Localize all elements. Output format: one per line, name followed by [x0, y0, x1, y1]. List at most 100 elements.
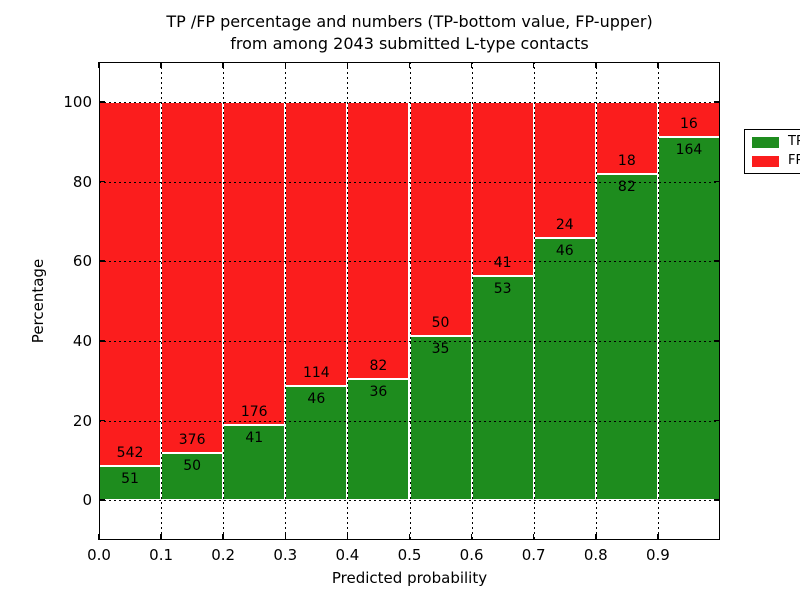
y-tick-mark-left — [99, 340, 105, 342]
x-tick-mark-bottom — [284, 534, 287, 540]
x-tick-mark-top — [470, 62, 473, 68]
y-tick-mark-right — [714, 419, 720, 422]
bar-value-label-fp: 82 — [369, 357, 388, 374]
bar-value-label-fp: 114 — [302, 364, 330, 381]
legend-label-tp: TP — [788, 134, 800, 149]
bar-segment-tp — [409, 336, 472, 501]
legend: TP FP — [744, 129, 800, 174]
x-tick-mark-bottom — [470, 534, 473, 540]
bar-value-label-fp: 18 — [617, 152, 636, 169]
grid-line-vertical — [285, 62, 287, 540]
x-tick-label: 0.5 — [397, 546, 422, 564]
y-tick-mark-right — [714, 340, 720, 342]
bar-segment-fp — [347, 101, 410, 379]
x-tick-mark-bottom — [98, 534, 100, 540]
bar-segment-fp — [285, 101, 348, 386]
grid-layer — [99, 62, 720, 540]
y-tick-mark-left — [99, 499, 105, 501]
x-tick-label: 0.0 — [87, 546, 111, 564]
bar-value-label-tp: 36 — [369, 383, 388, 400]
x-tick-mark-bottom — [657, 534, 659, 540]
legend-label-fp: FP — [788, 153, 800, 168]
x-tick-label: 0.9 — [645, 546, 670, 564]
bars-layer — [99, 62, 720, 540]
bar-value-label-tp: 53 — [493, 280, 512, 297]
x-tick-label: 0.2 — [211, 546, 236, 564]
bar-value-label-tp: 41 — [245, 429, 264, 446]
chart-title-line2: from among 2043 submitted L-type contact… — [230, 34, 589, 53]
bar-segment-fp — [99, 101, 162, 466]
bar-value-label-fp: 16 — [680, 116, 698, 133]
bar-segment-fp — [409, 101, 472, 337]
x-tick-mark-top — [222, 62, 224, 68]
y-tick-label: 40 — [72, 331, 92, 350]
bar-segment-tp — [657, 137, 720, 501]
legend-item-tp: TP — [752, 135, 800, 149]
x-tick-label: 0.4 — [335, 546, 360, 564]
y-tick-label: 80 — [72, 172, 92, 191]
y-tick-mark-right — [714, 101, 720, 103]
bar-segment-tp — [99, 465, 162, 501]
y-tick-mark-left — [99, 180, 105, 183]
x-tick-mark-bottom — [408, 534, 411, 540]
x-tick-mark-top — [532, 62, 535, 68]
x-tick-mark-bottom — [532, 534, 535, 540]
grid-line-vertical — [409, 62, 411, 540]
bar-value-label-fp: 376 — [178, 432, 206, 449]
tp-color-swatch — [752, 136, 779, 148]
y-tick-mark-right — [714, 499, 720, 501]
x-tick-mark-bottom — [595, 534, 597, 540]
y-tick-mark-right — [714, 180, 720, 183]
grid-line-vertical — [471, 62, 473, 540]
x-tick-mark-bottom — [346, 534, 349, 540]
chart-title-line1: TP /FP percentage and numbers (TP-bottom… — [166, 12, 653, 31]
bar-value-label-tp: 46 — [307, 390, 326, 407]
bar-labels-layer: 542 51 376 50 176 41 114 46 82 36 50 35 41 53 24 46 18 82… — [99, 62, 720, 540]
legend-item-fp: FP — [752, 154, 800, 168]
x-tick-mark-top — [595, 62, 597, 68]
y-tick-mark-right — [714, 260, 720, 262]
bar-segment-fp — [471, 101, 534, 276]
bar-segment-fp — [223, 101, 286, 425]
bar-value-label-tp: 164 — [675, 142, 703, 159]
grid-line-vertical — [533, 62, 535, 540]
x-tick-mark-top — [346, 62, 349, 68]
bar-value-label-fp: 176 — [240, 403, 268, 420]
x-tick-mark-bottom — [160, 534, 162, 540]
chart-title: TP /FP percentage and numbers (TP-bottom… — [99, 11, 720, 55]
grid-line-vertical — [657, 62, 659, 540]
bar-value-label-fp: 24 — [555, 217, 574, 234]
bar-value-label-fp: 41 — [493, 254, 512, 271]
bar-value-label-fp: 50 — [431, 315, 450, 332]
bar-segment-tp — [595, 173, 658, 501]
fp-color-swatch — [752, 155, 779, 167]
x-tick-mark-top — [408, 62, 411, 68]
bar-segment-fp — [161, 101, 224, 454]
y-tick-label: 100 — [63, 92, 92, 111]
bar-segment-tp — [533, 238, 596, 501]
x-tick-mark-top — [657, 62, 659, 68]
x-tick-mark-top — [98, 62, 100, 68]
grid-line-vertical — [347, 62, 349, 540]
grid-line-vertical — [595, 62, 597, 540]
bar-value-label-tp: 35 — [431, 341, 450, 358]
bar-value-label-tp: 51 — [121, 470, 139, 487]
x-tick-label: 0.7 — [521, 546, 546, 564]
grid-line-vertical — [223, 62, 225, 540]
bar-value-label-tp: 50 — [183, 458, 202, 475]
grid-line-vertical — [161, 62, 163, 540]
y-tick-label: 60 — [72, 252, 92, 271]
x-tick-mark-top — [284, 62, 287, 68]
y-tick-mark-left — [99, 419, 105, 422]
y-tick-mark-left — [99, 260, 105, 262]
x-tick-label: 0.8 — [583, 546, 608, 564]
bar-value-label-tp: 82 — [617, 178, 636, 195]
bar-value-label-tp: 46 — [555, 243, 574, 260]
y-tick-label: 0 — [82, 491, 92, 510]
x-tick-label: 0.3 — [273, 546, 298, 564]
bar-value-label-fp: 542 — [116, 444, 144, 461]
y-tick-mark-left — [99, 101, 105, 103]
x-tick-mark-top — [160, 62, 162, 68]
bar-segment-tp — [471, 275, 534, 501]
